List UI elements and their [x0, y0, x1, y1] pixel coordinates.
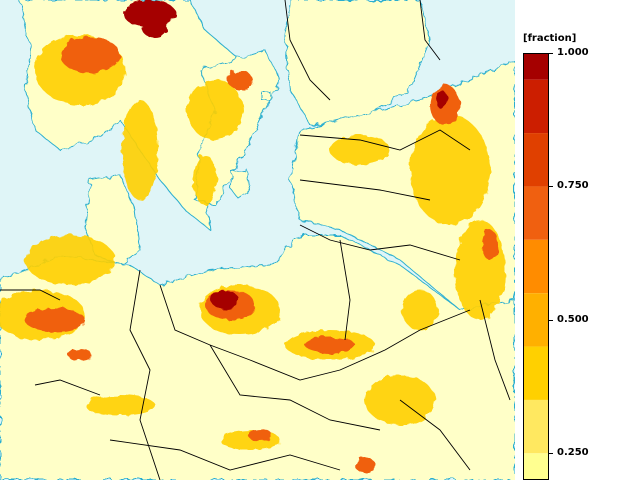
fraction-high-layer — [25, 37, 498, 473]
map-canvas — [0, 0, 515, 480]
colorbar-tick-mark — [548, 186, 553, 188]
colorbar-band-2 — [523, 133, 549, 187]
colorbar-band-4 — [523, 239, 549, 294]
colorbar-band-0 — [523, 53, 549, 80]
fraction-max-layer — [124, 0, 448, 309]
colorbar-tick-label: 0.250 — [557, 447, 589, 459]
fraction-mid-layer — [0, 35, 505, 450]
colorbar-tick-label: 1.000 — [557, 47, 589, 58]
colorbar-band-8 — [523, 453, 549, 480]
colorbar-band-7 — [523, 399, 549, 454]
colorbar-tick-label: 0.750 — [557, 180, 589, 192]
colorbar-tick-mark — [548, 319, 553, 321]
land-bornholm — [261, 91, 271, 101]
colorbar-band-5 — [523, 293, 549, 347]
legend-unit-label: [fraction] — [523, 33, 577, 44]
colorbar-tick-mark — [548, 453, 553, 455]
colorbar-tick-label: 0.500 — [557, 313, 589, 325]
colorbar — [523, 53, 549, 480]
country-borders — [0, 0, 511, 480]
land-gotland — [229, 169, 251, 199]
colorbar-band-6 — [523, 346, 549, 400]
colorbar-tick-mark — [548, 53, 553, 54]
colorbar-band-3 — [523, 186, 549, 240]
colorbar-band-1 — [523, 79, 549, 134]
